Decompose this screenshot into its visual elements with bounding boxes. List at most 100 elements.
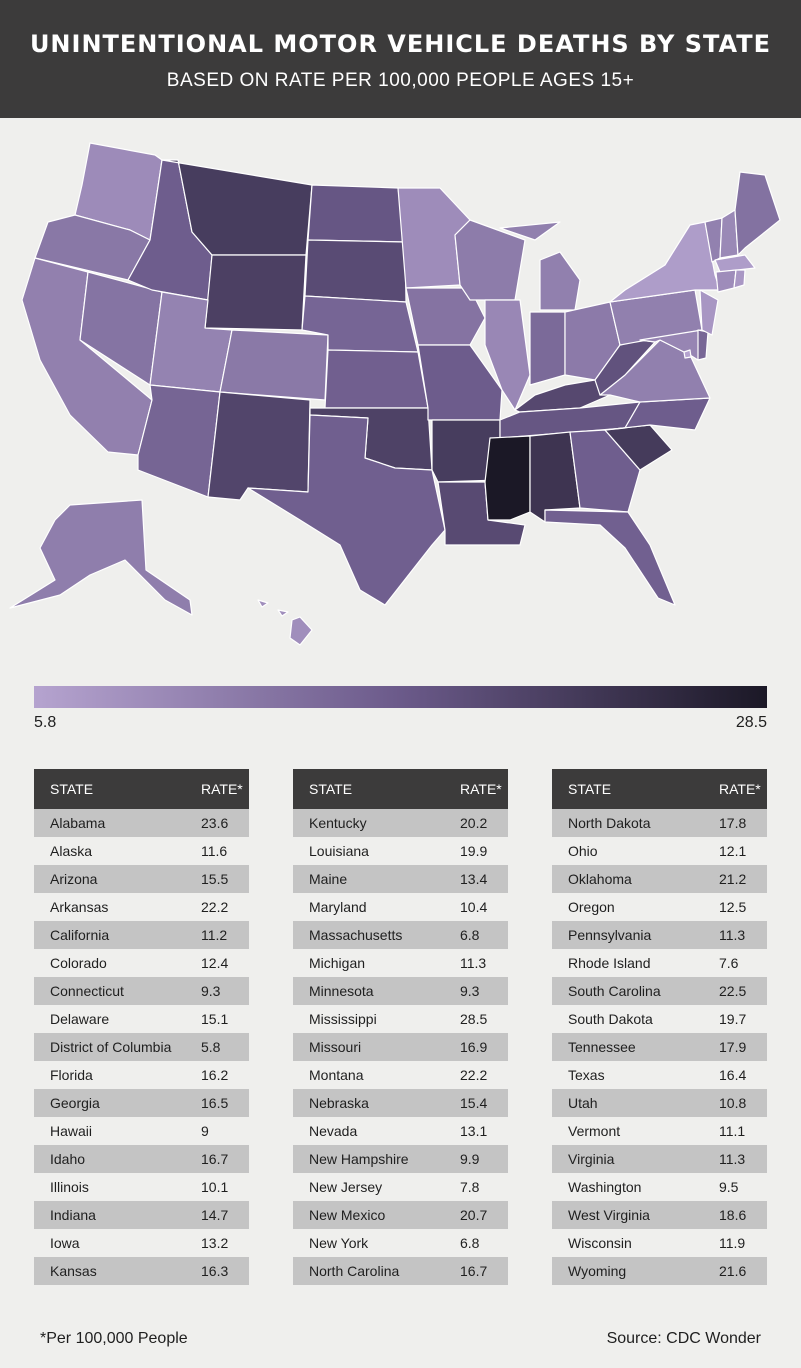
state-column-header: STATE [309,781,353,797]
state-rate: 22.2 [201,899,229,915]
state-rate: 20.2 [460,815,488,831]
table-row: Indiana 14.7 [34,1201,249,1229]
table-row: Oregon 12.5 [552,893,767,921]
state-name: Massachusetts [309,927,403,943]
state-rate: 20.7 [460,1207,488,1223]
table-row: Nevada 13.1 [293,1117,508,1145]
state-name: Michigan [309,955,366,971]
state-rate: 11.3 [719,927,746,943]
table-row: New Jersey 7.8 [293,1173,508,1201]
table-row: Kentucky 20.2 [293,809,508,837]
state-rate: 6.8 [460,1235,480,1251]
state-arkansas [431,419,501,483]
state-name: New York [309,1235,369,1251]
state-rate: 12.5 [719,899,747,915]
state-rate: 21.2 [719,871,747,887]
source-note: Source: CDC Wonder [606,1330,761,1347]
state-rate: 6.8 [460,927,480,943]
state-rate: 11.6 [201,843,228,859]
state-kansas [324,349,429,409]
state-name: Oregon [568,899,615,915]
rate-column-header: RATE* [201,781,243,797]
table-row: Oklahoma 21.2 [552,865,767,893]
state-name: South Carolina [568,983,661,999]
table-row: Maine 13.4 [293,865,508,893]
state-rate: 17.9 [719,1039,747,1055]
state-colorado [219,329,329,401]
state-rate: 13.4 [460,871,488,887]
table-row: New Mexico 20.7 [293,1201,508,1229]
table-row: Georgia 16.5 [34,1089,249,1117]
state-rate: 11.3 [460,955,487,971]
state-new-jersey [699,289,719,336]
table-row: New York 6.8 [293,1229,508,1257]
state-rate: 11.2 [201,927,228,943]
state-wyoming [204,254,307,331]
state-name: Indiana [50,1207,96,1223]
state-rate: 19.9 [460,843,488,859]
page-title: UNINTENTIONAL MOTOR VEHICLE DEATHS BY ST… [29,30,772,58]
state-name: District of Columbia [50,1039,172,1055]
state-name: Alaska [50,843,93,859]
table-row: South Carolina 22.5 [552,977,767,1005]
table-row: Minnesota 9.3 [293,977,508,1005]
state-name: Hawaii [50,1123,93,1139]
scale-max-label: 28.5 [735,714,767,731]
state-rate: 9.9 [460,1151,480,1167]
state-rate: 11.1 [719,1123,746,1139]
state-rate: 13.2 [201,1235,229,1251]
state-name: Idaho [50,1151,86,1167]
state-rate: 12.4 [201,955,229,971]
state-name: Nevada [309,1123,358,1139]
table-row: Wisconsin 11.9 [552,1229,767,1257]
state-rate: 10.4 [460,899,488,915]
table-row: Montana 22.2 [293,1061,508,1089]
state-column-header: STATE [568,781,612,797]
table-row: Ohio 12.1 [552,837,767,865]
table-row: District of Columbia 5.8 [34,1033,249,1061]
state-rate: 16.2 [201,1067,229,1083]
state-rate: 16.4 [719,1067,747,1083]
table-row: Iowa 13.2 [34,1229,249,1257]
table-row: Pennsylvania 11.3 [552,921,767,949]
table-row: South Dakota 19.7 [552,1005,767,1033]
rates-table-3: STATE RATE* North Dakota 17.8 Ohio 12.1 Oklaho… [552,769,767,1285]
state-name: Georgia [50,1095,100,1111]
state-rate: 18.6 [719,1207,747,1223]
state-rate: 10.1 [201,1179,229,1195]
table-row: Illinois 10.1 [34,1173,249,1201]
color-scale-bar [34,686,767,708]
table-row: Tennessee 17.9 [552,1033,767,1061]
footnote: *Per 100,000 People [40,1330,188,1347]
state-mississippi [484,435,531,521]
state-rhode-island [733,269,746,289]
table-row: Maryland 10.4 [293,893,508,921]
table-row: Texas 16.4 [552,1061,767,1089]
table-header: STATE RATE* [552,769,767,809]
table-row: Hawaii 9 [34,1117,249,1145]
table-row: Michigan 11.3 [293,949,508,977]
state-name: Arizona [50,871,98,887]
state-name: Delaware [50,1011,110,1027]
scale-min-label: 5.8 [34,714,57,731]
state-new-mexico [207,391,311,501]
state-rate: 16.7 [201,1151,229,1167]
table-row: Wyoming 21.6 [552,1257,767,1285]
state-connecticut [715,269,737,293]
state-rate: 15.4 [460,1095,488,1111]
state-name: Texas [568,1067,605,1083]
state-rate: 11.3 [719,1151,746,1167]
state-name: Kentucky [309,815,367,831]
rate-column-header: RATE* [719,781,761,797]
table-row: North Carolina 16.7 [293,1257,508,1285]
state-rate: 16.5 [201,1095,229,1111]
state-name: Florida [50,1067,93,1083]
state-rate: 7.6 [719,955,739,971]
state-name: Pennsylvania [568,927,652,943]
state-name: Kansas [50,1263,97,1279]
state-name: Tennessee [568,1039,636,1055]
table-row: Delaware 15.1 [34,1005,249,1033]
rates-table-2: STATE RATE* Kentucky 20.2 Louisiana 19.9 Maine… [293,769,508,1285]
state-name: Illinois [50,1179,89,1195]
table-row: Connecticut 9.3 [34,977,249,1005]
